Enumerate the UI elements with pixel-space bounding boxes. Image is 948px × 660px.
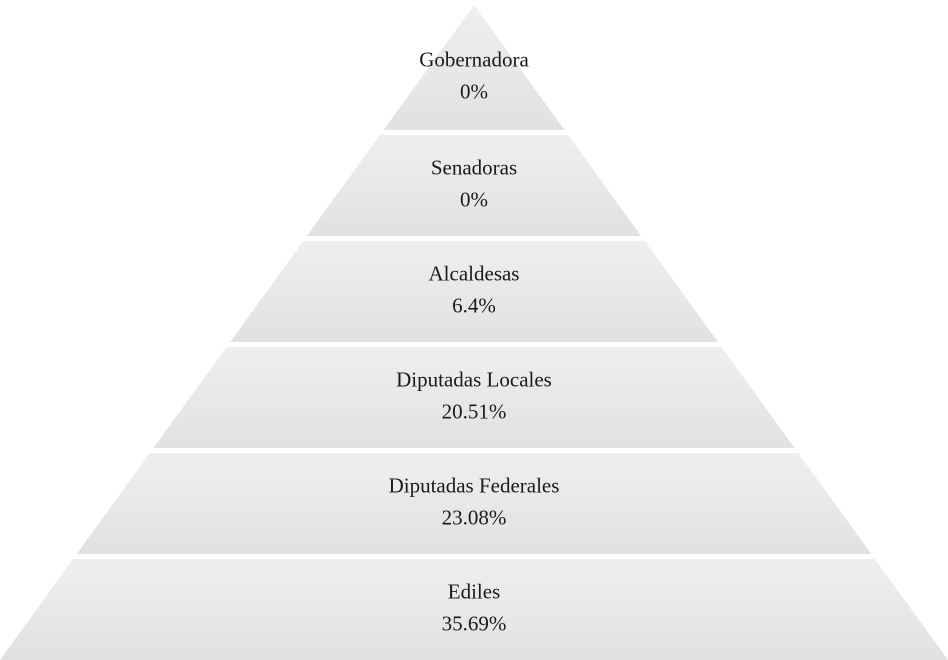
tier-value: 0% [460, 79, 488, 103]
pyramid-tier [306, 135, 642, 236]
tier-label: Alcaldesas [429, 261, 520, 285]
tier-label: Ediles [448, 579, 501, 603]
tier-value: 0% [460, 187, 488, 211]
pyramid-tier [383, 5, 565, 130]
pyramid-tier [153, 347, 795, 448]
tier-label: Gobernadora [419, 47, 529, 71]
pyramid-tier [0, 559, 948, 660]
tier-value: 20.51% [442, 399, 507, 423]
pyramid-tier [230, 241, 718, 342]
pyramid-tier [76, 453, 872, 554]
tier-value: 23.08% [442, 505, 507, 529]
tier-label: Senadoras [431, 155, 517, 179]
tier-value: 6.4% [452, 293, 496, 317]
tier-value: 35.69% [442, 611, 507, 635]
tier-label: Diputadas Federales [389, 473, 560, 497]
tier-label: Diputadas Locales [396, 367, 552, 391]
